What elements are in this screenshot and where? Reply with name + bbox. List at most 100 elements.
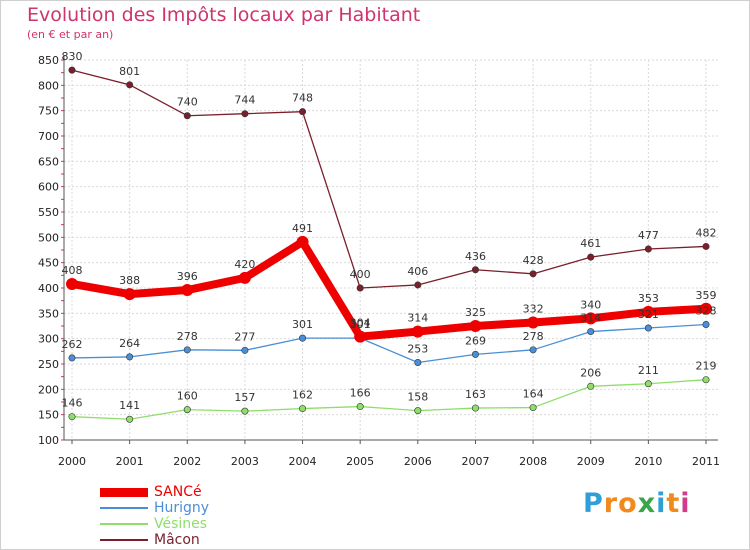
data-point [587, 253, 595, 261]
legend-label: Vésines [154, 516, 208, 532]
data-label: 388 [119, 274, 140, 287]
data-label: 269 [465, 334, 486, 347]
data-label: 264 [119, 337, 140, 350]
x-tick-label: 2000 [58, 455, 86, 468]
data-label: 314 [580, 312, 601, 325]
data-label: 253 [407, 342, 428, 355]
logo-letter: P [583, 488, 604, 519]
plot-area [64, 60, 718, 440]
data-point [68, 354, 76, 362]
y-tick-label: 450 [38, 257, 59, 270]
data-point [354, 330, 367, 343]
data-point [700, 302, 712, 315]
y-tick-label: 100 [38, 434, 59, 447]
x-tick-label: 2007 [461, 455, 489, 468]
x-tick-label: 2004 [289, 455, 317, 468]
data-label: 304 [350, 317, 371, 330]
data-label: 406 [407, 265, 428, 278]
data-label: 163 [465, 388, 486, 401]
logo-letter: t [666, 488, 681, 519]
chart-legend: SANCé Hurigny Vésines Mâcon [100, 484, 209, 548]
data-label: 262 [62, 338, 83, 351]
legend-label: Mâcon [154, 532, 200, 548]
data-point [183, 406, 191, 414]
proxiti-logo: Proxiti [583, 488, 691, 519]
data-point [414, 281, 422, 289]
legend-swatch [100, 539, 148, 541]
data-label: 332 [523, 302, 544, 315]
x-tick-label: 2011 [692, 455, 720, 468]
data-point [68, 66, 76, 74]
data-point [299, 334, 307, 342]
data-point [702, 376, 710, 384]
data-point [356, 284, 364, 292]
data-point [126, 415, 134, 423]
logo-letter: r [603, 488, 619, 519]
y-tick-label: 500 [38, 231, 59, 244]
y-tick-label: 800 [38, 79, 59, 92]
series-line-SANCé [71, 237, 707, 341]
data-point [644, 380, 652, 388]
legend-label: Hurigny [154, 500, 210, 516]
legend-item: SANCé [100, 484, 209, 500]
data-point [238, 271, 251, 284]
data-label: 744 [234, 94, 255, 107]
y-tick-label: 600 [38, 181, 59, 194]
data-label: 482 [696, 226, 717, 239]
data-point [241, 407, 249, 415]
data-label: 340 [580, 298, 601, 311]
data-point [414, 358, 422, 366]
data-point [241, 346, 249, 354]
x-tick-label: 2010 [634, 455, 662, 468]
data-label: 219 [696, 360, 717, 373]
chart-subtitle: (en € et par an) [27, 28, 114, 41]
data-label: 158 [407, 391, 428, 404]
data-point [587, 328, 595, 336]
data-label: 146 [62, 397, 83, 410]
data-point [181, 284, 194, 297]
data-label: 477 [638, 229, 659, 242]
y-tick-label: 400 [38, 282, 59, 295]
legend-item: Hurigny [100, 500, 209, 516]
data-point [469, 320, 482, 332]
data-point [529, 346, 537, 354]
x-tick-label: 2005 [346, 455, 374, 468]
data-point [66, 277, 78, 290]
x-tick-label: 2003 [231, 455, 259, 468]
data-label: 748 [292, 92, 313, 105]
data-label: 408 [62, 264, 83, 277]
data-label: 325 [465, 306, 486, 319]
data-point [183, 346, 191, 354]
y-tick-label: 200 [38, 383, 59, 396]
data-label: 314 [407, 312, 428, 325]
legend-swatch [100, 487, 148, 497]
data-label: 278 [523, 330, 544, 343]
data-point [471, 350, 479, 358]
logo-letter: x [637, 488, 657, 519]
x-tick-label: 2006 [404, 455, 432, 468]
data-point [644, 324, 652, 332]
data-label: 301 [350, 318, 371, 331]
data-point [584, 312, 597, 325]
data-label: 162 [292, 389, 313, 402]
data-point [642, 305, 655, 318]
data-label: 277 [234, 330, 255, 343]
logo-letter: o [618, 488, 638, 519]
data-label: 396 [177, 270, 198, 283]
y-tick-label: 850 [38, 54, 59, 67]
data-point [356, 403, 364, 411]
data-label: 301 [292, 318, 313, 331]
x-tick-label: 2009 [577, 455, 605, 468]
data-label: 278 [177, 330, 198, 343]
data-label: 400 [350, 268, 371, 281]
data-point [68, 413, 76, 421]
data-label: 160 [177, 390, 198, 403]
data-label: 428 [523, 254, 544, 267]
data-point [529, 270, 537, 278]
legend-item: Vésines [100, 516, 209, 532]
data-point [471, 266, 479, 274]
data-label: 353 [638, 292, 659, 305]
legend-swatch [100, 507, 148, 509]
data-label: 164 [523, 388, 544, 401]
